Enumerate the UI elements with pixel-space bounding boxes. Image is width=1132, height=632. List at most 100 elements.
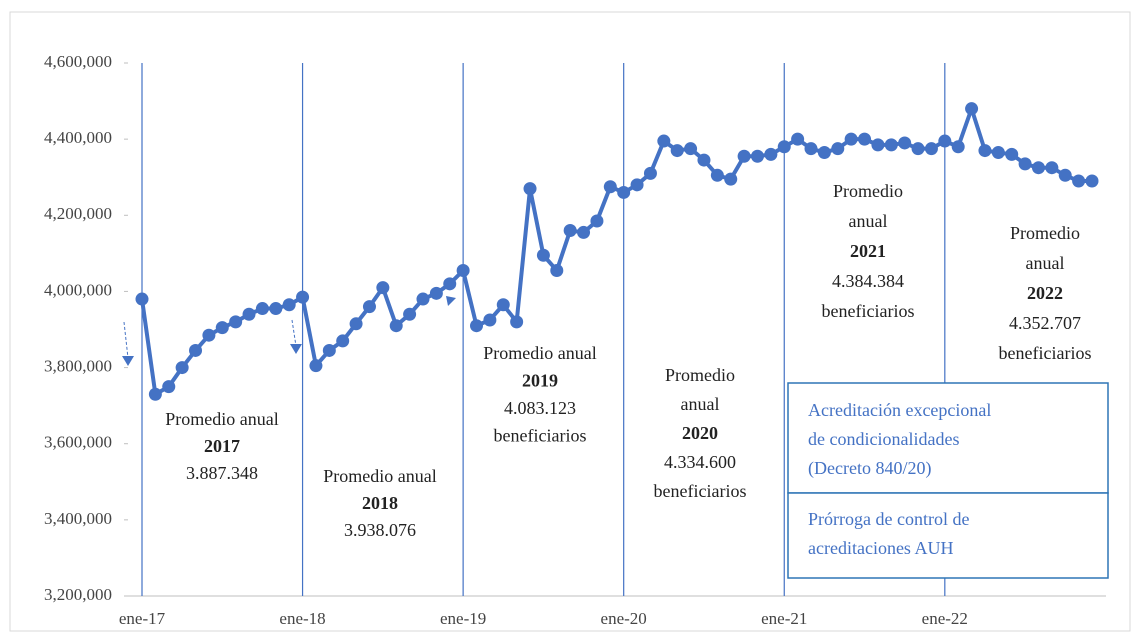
marker [871, 138, 885, 152]
annotation-year: 2021 [850, 241, 886, 261]
annotation-value: 4.083.123 [504, 398, 576, 418]
annotation-value: beneficiarios [654, 481, 747, 501]
marker [456, 263, 470, 277]
marker [550, 263, 564, 277]
marker [376, 281, 390, 295]
y-tick-label: 4,400,000 [44, 128, 112, 147]
marker [791, 132, 805, 146]
marker [670, 144, 684, 158]
marker [657, 134, 671, 148]
annotation-value: beneficiarios [822, 301, 915, 321]
marker [817, 145, 831, 159]
marker [938, 134, 952, 148]
marker [1085, 174, 1099, 188]
marker [202, 328, 216, 342]
marker [403, 307, 417, 321]
annotation-label: anual [849, 211, 888, 231]
marker [563, 224, 577, 238]
marker [443, 277, 457, 291]
marker [603, 180, 617, 194]
marker [831, 142, 845, 156]
marker [389, 319, 403, 333]
annotation-year: 2020 [682, 423, 718, 443]
marker [898, 136, 912, 150]
marker [189, 343, 203, 357]
marker [362, 300, 376, 314]
x-tick-label: ene-20 [601, 609, 647, 628]
marker [296, 290, 310, 304]
y-tick-label: 4,000,000 [44, 280, 112, 299]
annotation-label: Promedio [665, 365, 735, 385]
marker [750, 149, 764, 163]
marker [322, 343, 336, 357]
marker [242, 307, 256, 321]
x-tick-label: ene-19 [440, 609, 486, 628]
marker [577, 225, 591, 239]
marker [429, 286, 443, 300]
annotation-value: beneficiarios [999, 343, 1092, 363]
marker [924, 142, 938, 156]
marker [349, 317, 363, 331]
marker [684, 142, 698, 156]
x-tick-label: ene-17 [119, 609, 166, 628]
marker [282, 298, 296, 312]
marker [965, 102, 979, 116]
marker [804, 142, 818, 156]
annotation-value: 3.938.076 [344, 520, 416, 540]
legend-box [787, 492, 1109, 579]
marker [1072, 174, 1086, 188]
marker [255, 302, 269, 316]
y-tick-label: 3,800,000 [44, 356, 112, 375]
marker [1058, 168, 1072, 182]
annotation-year: 2022 [1027, 283, 1063, 303]
marker [777, 140, 791, 154]
y-tick-label: 3,600,000 [44, 433, 112, 452]
marker [590, 214, 604, 228]
annotation-label: Promedio [1010, 223, 1080, 243]
legend-text: de condicionalidades [808, 429, 959, 449]
legend-text: acreditaciones AUH [808, 538, 953, 558]
annotation-label: Promedio anual [323, 466, 436, 486]
marker [229, 315, 243, 329]
marker [1018, 157, 1032, 171]
marker [175, 361, 189, 375]
marker [858, 132, 872, 146]
arrows [122, 296, 456, 366]
y-tick-label: 4,200,000 [44, 204, 112, 223]
annotation-value: 4.352.707 [1009, 313, 1081, 333]
marker [710, 168, 724, 182]
marker [496, 298, 510, 312]
x-tick-label: ene-22 [922, 609, 968, 628]
marker [510, 315, 524, 329]
marker [724, 172, 738, 186]
marker [844, 132, 858, 146]
marker [135, 292, 149, 306]
annotation-value: 3.887.348 [186, 463, 258, 483]
marker [951, 140, 965, 154]
marker [416, 292, 430, 306]
marker [162, 380, 176, 394]
marker [483, 313, 497, 327]
marker [764, 147, 778, 161]
marker [269, 302, 283, 316]
annotation-year: 2018 [362, 493, 398, 513]
marker [697, 153, 711, 167]
marker [1031, 161, 1045, 175]
y-tick-label: 3,200,000 [44, 585, 112, 604]
annotation-label: anual [681, 394, 720, 414]
marker [643, 166, 657, 180]
marker [617, 185, 631, 199]
x-tick-label: ene-18 [279, 609, 325, 628]
marker [978, 144, 992, 158]
legend-text: Prórroga de control de [808, 509, 969, 529]
annotation-value: 4.334.600 [664, 452, 736, 472]
annotation-value: beneficiarios [494, 426, 587, 446]
annotation-value: 4.384.384 [832, 271, 904, 291]
annotation-label: Promedio anual [483, 343, 596, 363]
marker [336, 334, 350, 348]
marker [911, 142, 925, 156]
y-tick-label: 3,400,000 [44, 509, 112, 528]
marker [1045, 161, 1059, 175]
legend-text: Acreditación excepcional [808, 400, 991, 420]
